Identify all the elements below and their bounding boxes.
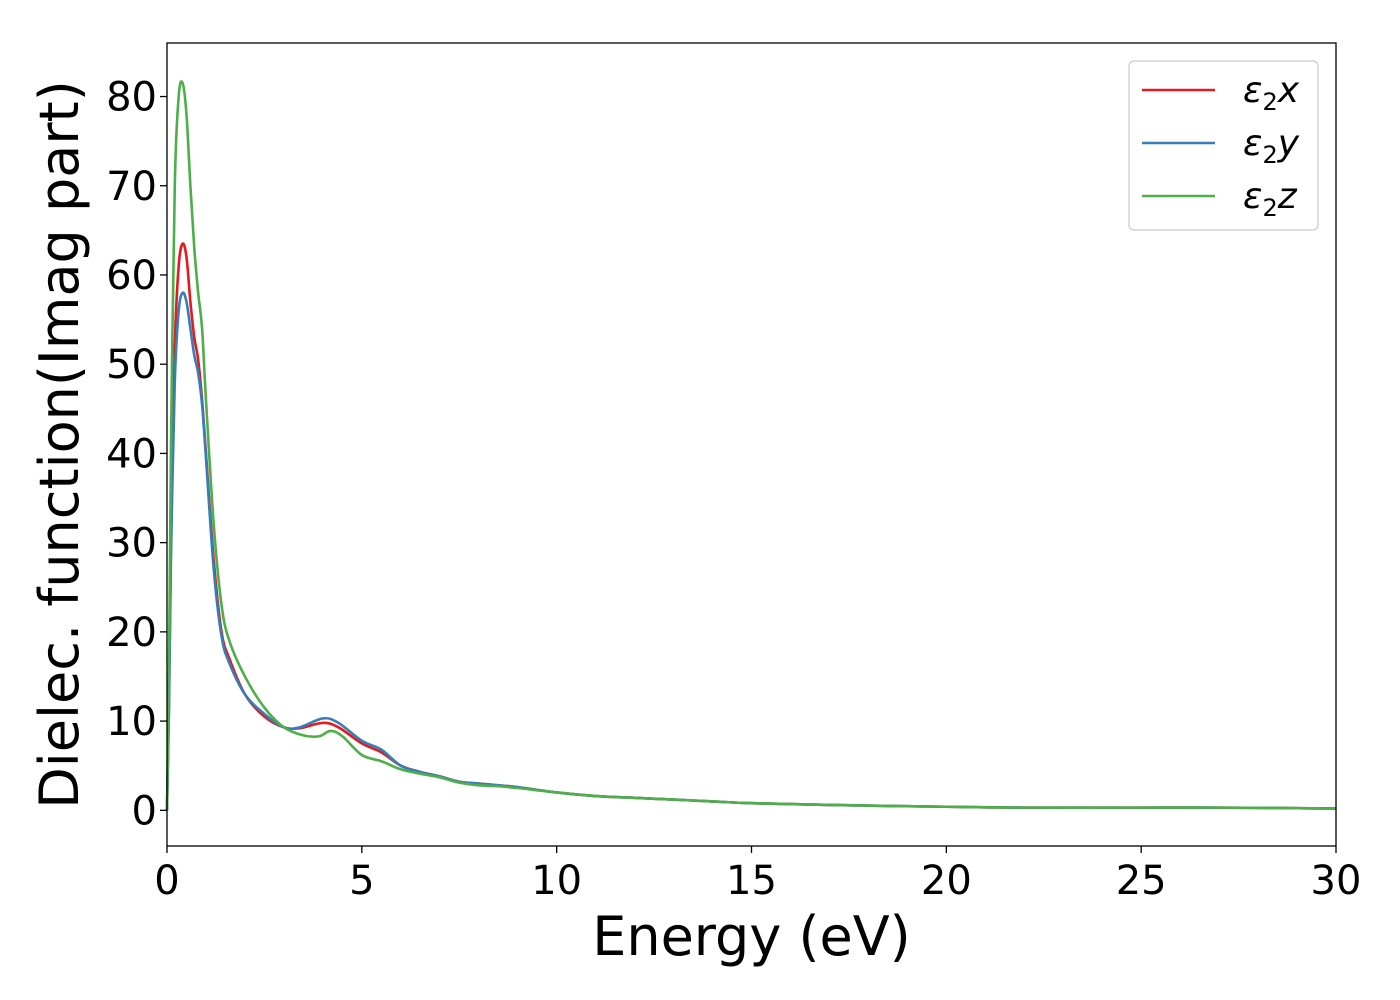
y-tick-label: 20 (106, 610, 157, 656)
y-axis-title: Dielec. function(Imag part) (28, 80, 91, 809)
x-tick-label: 5 (349, 858, 374, 904)
series-line-y (165, 291, 1337, 811)
y-tick-label: 10 (106, 699, 157, 745)
x-axis-ticks: 0 5 10 15 20 25 30 (154, 846, 1361, 904)
y-tick-label: 50 (106, 342, 157, 388)
x-axis-title: Energy (eV) (592, 905, 911, 968)
legend: ε2x ε2y ε2z (1128, 60, 1319, 231)
x-tick-label: 10 (531, 858, 582, 904)
x-tick-label: 25 (1116, 858, 1167, 904)
legend-box (1128, 60, 1319, 231)
y-axis-ticks: 0 10 20 30 40 50 60 70 80 (106, 75, 167, 834)
y-tick-label: 70 (106, 164, 157, 210)
legend-label-z: ε2z (1243, 176, 1298, 222)
x-tick-label: 20 (921, 858, 972, 904)
x-tick-label: 15 (726, 858, 777, 904)
y-tick-label: 0 (132, 788, 157, 834)
plot-lines (165, 80, 1337, 811)
y-tick-label: 60 (106, 253, 157, 299)
legend-label-y: ε2y (1243, 123, 1300, 169)
y-tick-label: 80 (106, 75, 157, 121)
y-tick-label: 40 (106, 431, 157, 477)
y-tick-label: 30 (106, 521, 157, 567)
legend-label-x: ε2x (1243, 70, 1300, 116)
series-line-z (165, 80, 1337, 811)
x-tick-label: 30 (1311, 858, 1362, 904)
x-tick-label: 0 (154, 858, 179, 904)
